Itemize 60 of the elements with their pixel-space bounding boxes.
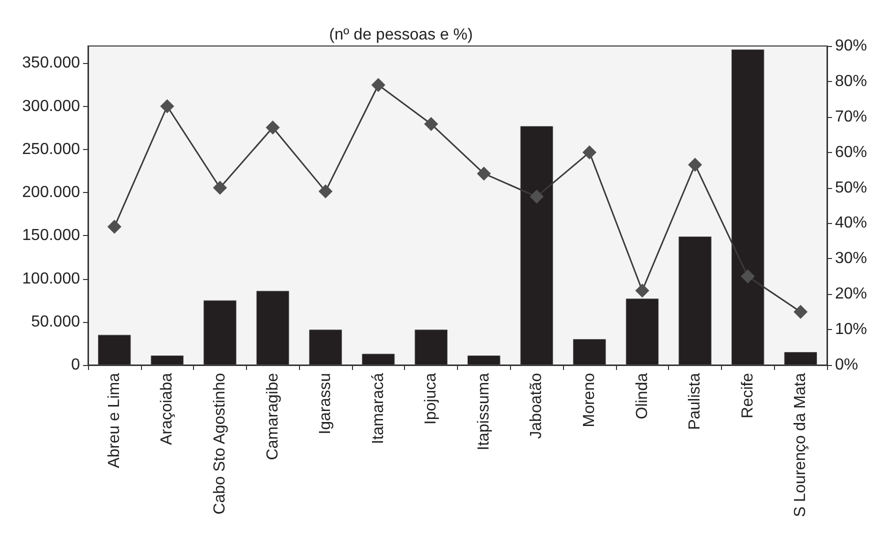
bar <box>309 330 342 365</box>
point <box>530 190 544 204</box>
x-tick-label: Olinda <box>634 372 651 420</box>
y-tick-label: 300.000 <box>22 98 80 115</box>
point <box>318 184 333 198</box>
x-tick-label: S Lourenço da Mata <box>792 372 810 518</box>
x-tick-label: Itapissuma <box>475 372 492 450</box>
x-tick-label: Jaboatão <box>528 372 546 439</box>
point <box>740 269 755 284</box>
y2-tick-label: 50% <box>835 179 868 196</box>
point <box>635 284 650 298</box>
y2-tick-label: 60% <box>835 144 868 161</box>
y2-tick-label: 80% <box>835 72 868 90</box>
chart-title: (nº de pessoas e %) <box>329 26 473 44</box>
y2-tick-label: 10% <box>835 321 868 338</box>
y2-tick-label: 0% <box>835 356 858 374</box>
y2-tick-label: 90% <box>835 38 868 54</box>
point <box>212 180 227 195</box>
y-tick-label: 50.000 <box>31 313 80 330</box>
point <box>107 220 122 234</box>
point <box>160 99 174 114</box>
y-tick-label: 250.000 <box>22 140 80 158</box>
y-tick-label: 150.000 <box>22 227 80 244</box>
bar <box>784 352 817 365</box>
bar <box>573 339 606 365</box>
y-tick-label: 200.000 <box>22 184 80 202</box>
point <box>794 304 808 319</box>
bar <box>150 356 184 365</box>
x-tick-label: Araçoiaba <box>158 372 176 446</box>
y2-tick-label: 30% <box>835 250 868 268</box>
point <box>266 120 280 135</box>
x-tick-label: Recife <box>739 372 756 418</box>
point <box>688 158 702 172</box>
bar <box>98 334 131 365</box>
point <box>371 78 386 92</box>
bar <box>414 330 448 365</box>
x-tick-label: Abreu e Lima <box>106 372 123 468</box>
bar <box>678 236 712 365</box>
point <box>424 116 438 131</box>
bar <box>468 356 500 365</box>
y-tick-label: 0 <box>71 356 80 374</box>
x-tick-label: Moreno <box>580 372 598 428</box>
bar <box>256 290 290 365</box>
point <box>582 145 596 160</box>
y2-tick-label: 20% <box>835 286 868 303</box>
x-tick-label: Itamaracá <box>370 372 387 444</box>
x-tick-label: Paulista <box>686 372 704 430</box>
y-tick-label: 350.000 <box>22 54 80 72</box>
x-tick-label: Cabo Sto Agostinho <box>211 372 228 514</box>
x-tick-label: Igarassu <box>317 373 334 434</box>
bar <box>731 49 764 365</box>
point <box>476 166 491 181</box>
y2-tick-label: 40% <box>835 214 868 232</box>
bar <box>362 354 395 365</box>
y-tick-label: 100.000 <box>22 270 80 288</box>
bar <box>204 300 236 365</box>
bar <box>520 126 554 365</box>
x-tick-label: Ipojuca <box>422 372 440 425</box>
y2-tick-label: 70% <box>835 108 868 126</box>
x-tick-label: Camaragibe <box>264 372 282 460</box>
